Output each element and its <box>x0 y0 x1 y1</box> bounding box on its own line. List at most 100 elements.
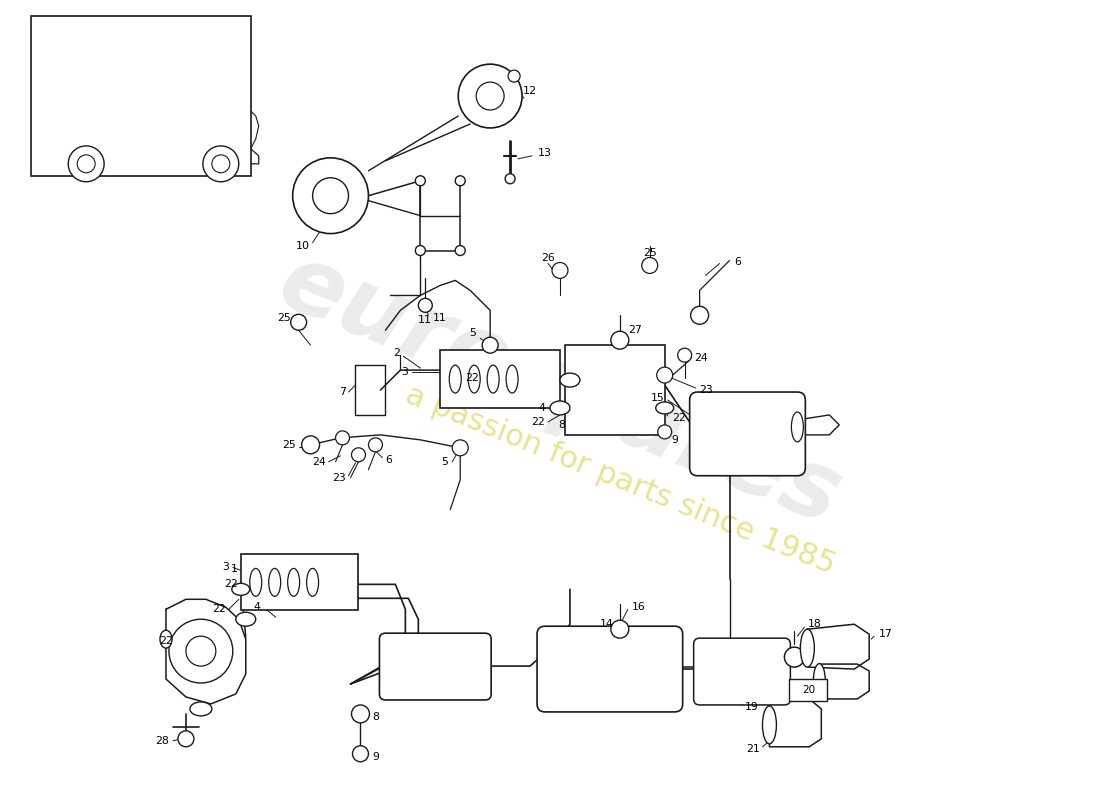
Text: 22: 22 <box>465 373 478 383</box>
Circle shape <box>352 746 368 762</box>
Circle shape <box>691 306 708 324</box>
Ellipse shape <box>449 365 461 393</box>
Text: 2: 2 <box>394 348 400 358</box>
Text: 7: 7 <box>339 387 345 397</box>
Bar <box>565 345 664 435</box>
Circle shape <box>186 636 216 666</box>
Text: 23: 23 <box>332 473 345 482</box>
Text: 24: 24 <box>694 353 708 363</box>
Circle shape <box>212 155 230 173</box>
Circle shape <box>290 314 307 330</box>
Circle shape <box>658 425 672 439</box>
Text: 23: 23 <box>700 385 714 395</box>
Circle shape <box>368 438 383 452</box>
Text: 21: 21 <box>746 744 759 754</box>
Ellipse shape <box>791 412 803 442</box>
Text: 22: 22 <box>531 417 544 427</box>
FancyBboxPatch shape <box>379 633 491 700</box>
Text: 5: 5 <box>441 457 449 466</box>
Circle shape <box>352 448 365 462</box>
Ellipse shape <box>487 365 499 393</box>
Text: 1: 1 <box>231 565 238 574</box>
Bar <box>31 16 251 176</box>
Text: 3: 3 <box>222 562 229 573</box>
Ellipse shape <box>160 630 172 648</box>
Text: 18: 18 <box>807 619 821 630</box>
Text: 17: 17 <box>879 629 893 639</box>
Ellipse shape <box>469 365 481 393</box>
Circle shape <box>459 64 522 128</box>
Ellipse shape <box>250 569 262 596</box>
Circle shape <box>416 246 426 255</box>
Circle shape <box>336 431 350 445</box>
Bar <box>790 679 827 701</box>
Circle shape <box>293 158 368 234</box>
Text: 13: 13 <box>538 148 552 158</box>
Text: 22: 22 <box>160 636 173 646</box>
Ellipse shape <box>506 365 518 393</box>
Circle shape <box>455 246 465 255</box>
Bar <box>241 554 359 610</box>
Circle shape <box>169 619 233 683</box>
Text: 22: 22 <box>672 413 685 423</box>
Text: 25: 25 <box>282 440 296 450</box>
Circle shape <box>452 440 469 456</box>
Ellipse shape <box>813 663 825 698</box>
FancyBboxPatch shape <box>690 392 805 476</box>
Ellipse shape <box>288 569 299 596</box>
Text: 15: 15 <box>651 393 664 403</box>
Text: 4: 4 <box>254 602 261 612</box>
Text: 22: 22 <box>224 579 238 590</box>
Text: 9: 9 <box>672 435 679 445</box>
Text: 5: 5 <box>470 328 476 338</box>
Text: 22: 22 <box>212 604 226 614</box>
Circle shape <box>784 647 804 667</box>
FancyBboxPatch shape <box>537 626 683 712</box>
Ellipse shape <box>268 569 280 596</box>
Circle shape <box>610 620 629 638</box>
Text: 3: 3 <box>402 367 408 377</box>
Text: 19: 19 <box>745 702 758 712</box>
Text: a passion for parts since 1985: a passion for parts since 1985 <box>400 380 839 579</box>
Text: 20: 20 <box>802 685 815 695</box>
Text: 28: 28 <box>155 736 169 746</box>
Circle shape <box>482 338 498 353</box>
Text: 25: 25 <box>642 247 657 258</box>
Circle shape <box>505 174 515 184</box>
Circle shape <box>552 262 568 278</box>
Text: 8: 8 <box>558 420 565 430</box>
Text: eurospares: eurospares <box>266 235 855 545</box>
Text: 11: 11 <box>432 314 446 323</box>
Text: 14: 14 <box>600 619 614 630</box>
Circle shape <box>455 176 465 186</box>
Ellipse shape <box>232 583 250 595</box>
Text: 11: 11 <box>418 315 432 326</box>
Text: 6: 6 <box>385 454 393 465</box>
Text: 9: 9 <box>373 752 380 762</box>
Ellipse shape <box>190 702 212 716</box>
Text: 12: 12 <box>522 86 537 96</box>
Text: 24: 24 <box>311 457 326 466</box>
Circle shape <box>301 436 320 454</box>
Circle shape <box>416 176 426 186</box>
Circle shape <box>610 331 629 349</box>
Circle shape <box>202 146 239 182</box>
Ellipse shape <box>762 706 777 744</box>
Text: 6: 6 <box>735 258 741 267</box>
Circle shape <box>77 155 96 173</box>
Text: 4: 4 <box>538 403 544 413</box>
FancyBboxPatch shape <box>694 638 791 705</box>
Bar <box>440 350 560 408</box>
Text: 10: 10 <box>296 241 309 250</box>
Circle shape <box>312 178 349 214</box>
Text: 27: 27 <box>628 326 641 335</box>
Circle shape <box>418 298 432 312</box>
Text: 8: 8 <box>373 712 380 722</box>
Circle shape <box>508 70 520 82</box>
Ellipse shape <box>307 569 319 596</box>
Ellipse shape <box>235 612 255 626</box>
Ellipse shape <box>656 402 673 414</box>
Text: 25: 25 <box>277 314 290 323</box>
Circle shape <box>641 258 658 274</box>
Ellipse shape <box>801 630 814 667</box>
